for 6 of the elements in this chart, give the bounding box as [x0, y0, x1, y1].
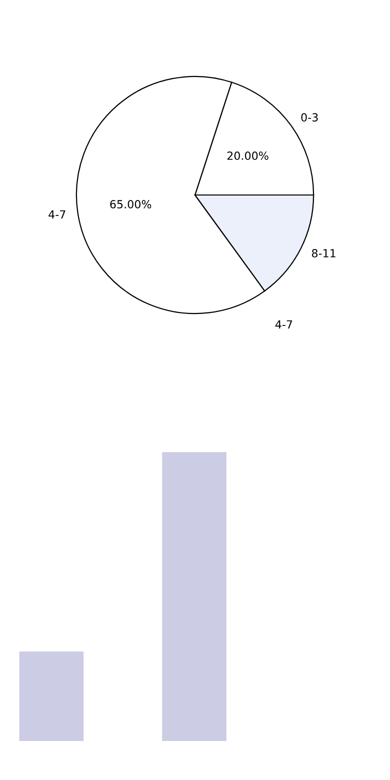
data-label: 65.00%: [110, 200, 152, 208]
slice-label: 4-7: [48, 210, 66, 218]
data-label: 20.00%: [227, 151, 268, 160]
slice-label: 8-11: [312, 249, 336, 258]
text: 4-7: [275, 320, 292, 328]
slice-label: 0-3: [301, 113, 318, 122]
